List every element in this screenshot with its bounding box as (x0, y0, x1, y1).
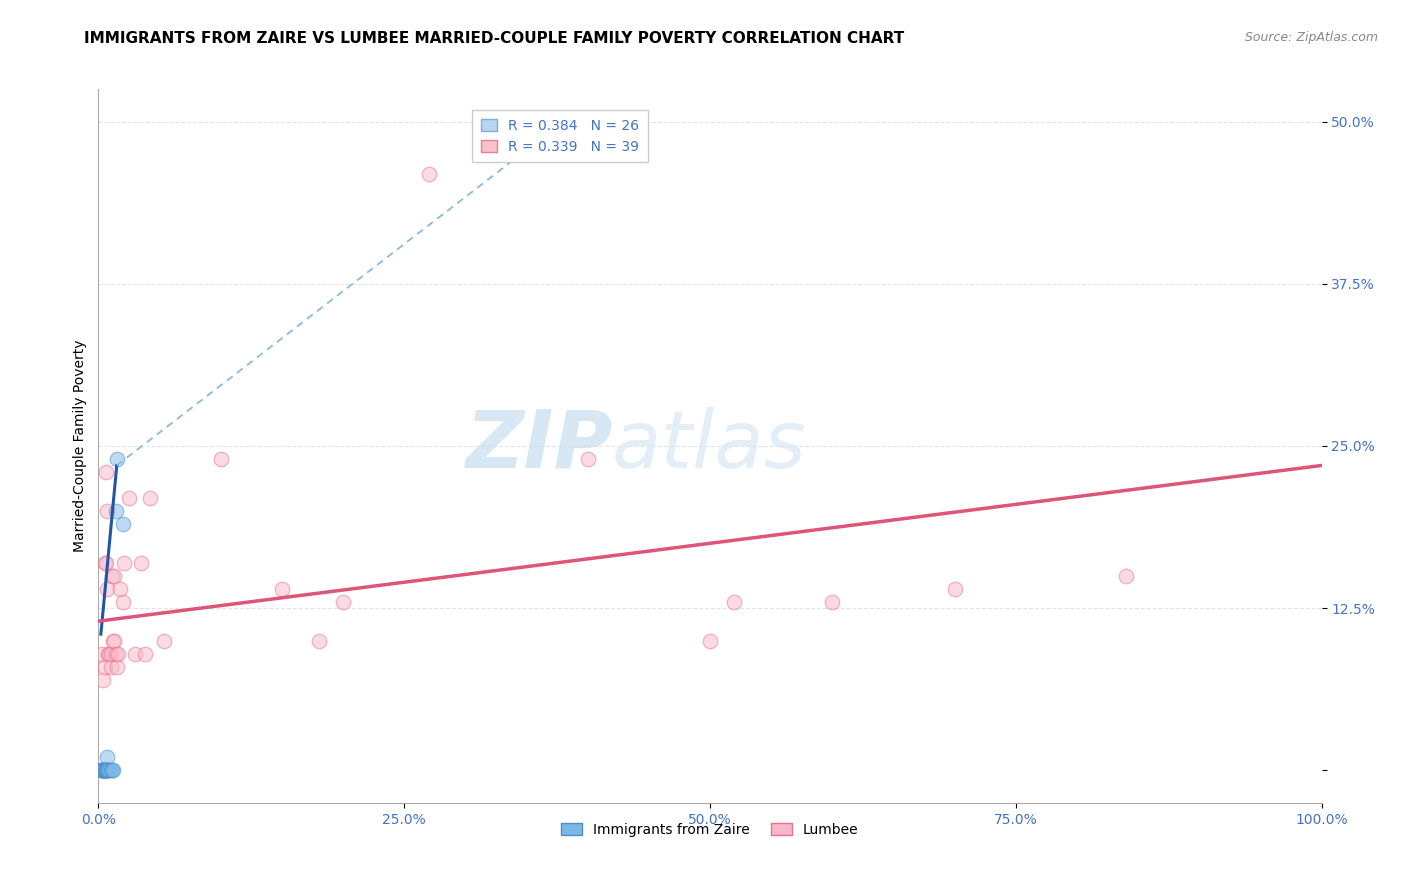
Point (105, 452, 128, 467)
Point (111, 595, 134, 609)
Point (93, 764, 115, 778)
Point (93, 764, 115, 778)
Point (699, 633, 721, 648)
Point (101, 764, 124, 778)
Point (94, 556, 117, 570)
Point (100, 647, 122, 661)
Point (91, 764, 114, 778)
Point (100, 659, 122, 673)
Point (943, 582, 966, 596)
Point (111, 516, 134, 531)
Point (91, 764, 114, 778)
Point (97, 647, 120, 661)
Point (94, 764, 117, 778)
Point (94, 764, 117, 778)
Point (124, 647, 146, 661)
Point (97, 764, 120, 778)
Point (94, 465, 117, 479)
Legend: Immigrants from Zaire, Lumbee: Immigrants from Zaire, Lumbee (555, 817, 865, 842)
Point (103, 568, 125, 582)
Text: atlas: atlas (612, 407, 807, 485)
Point (96, 582, 118, 596)
Text: Source: ZipAtlas.com: Source: ZipAtlas.com (1244, 31, 1378, 45)
Point (821, 595, 844, 609)
Point (112, 556, 135, 570)
Point (134, 647, 156, 661)
Point (139, 491, 162, 505)
Point (101, 764, 124, 778)
Point (104, 504, 127, 518)
Point (96, 750, 118, 764)
Point (576, 452, 599, 467)
Point (418, 167, 440, 181)
Point (723, 595, 745, 609)
Point (93, 764, 115, 778)
Point (332, 595, 354, 609)
Text: ZIP: ZIP (465, 407, 612, 485)
Point (1115, 568, 1137, 582)
Point (308, 633, 330, 648)
Point (101, 633, 124, 648)
Point (110, 582, 132, 596)
Point (91, 764, 114, 778)
Point (98, 647, 121, 661)
Point (270, 582, 294, 596)
Point (209, 452, 232, 467)
Point (96, 504, 118, 518)
Point (96, 764, 118, 778)
Point (105, 659, 128, 673)
Point (100, 764, 122, 778)
Point (91, 764, 114, 778)
Point (96, 764, 118, 778)
Point (104, 647, 127, 661)
Point (91, 673, 114, 687)
Point (94, 764, 117, 778)
Point (91, 647, 114, 661)
Point (129, 556, 152, 570)
Point (118, 491, 141, 505)
Point (101, 568, 124, 582)
Y-axis label: Married-Couple Family Poverty: Married-Couple Family Poverty (73, 340, 87, 552)
Point (153, 633, 176, 648)
Point (91, 764, 114, 778)
Point (93, 659, 115, 673)
Point (93, 764, 115, 778)
Point (90, 764, 112, 778)
Point (91, 764, 114, 778)
Point (93, 556, 115, 570)
Point (107, 647, 129, 661)
Point (97, 764, 120, 778)
Text: IMMIGRANTS FROM ZAIRE VS LUMBEE MARRIED-COUPLE FAMILY POVERTY CORRELATION CHART: IMMIGRANTS FROM ZAIRE VS LUMBEE MARRIED-… (84, 31, 904, 46)
Point (98, 764, 121, 778)
Point (103, 633, 125, 648)
